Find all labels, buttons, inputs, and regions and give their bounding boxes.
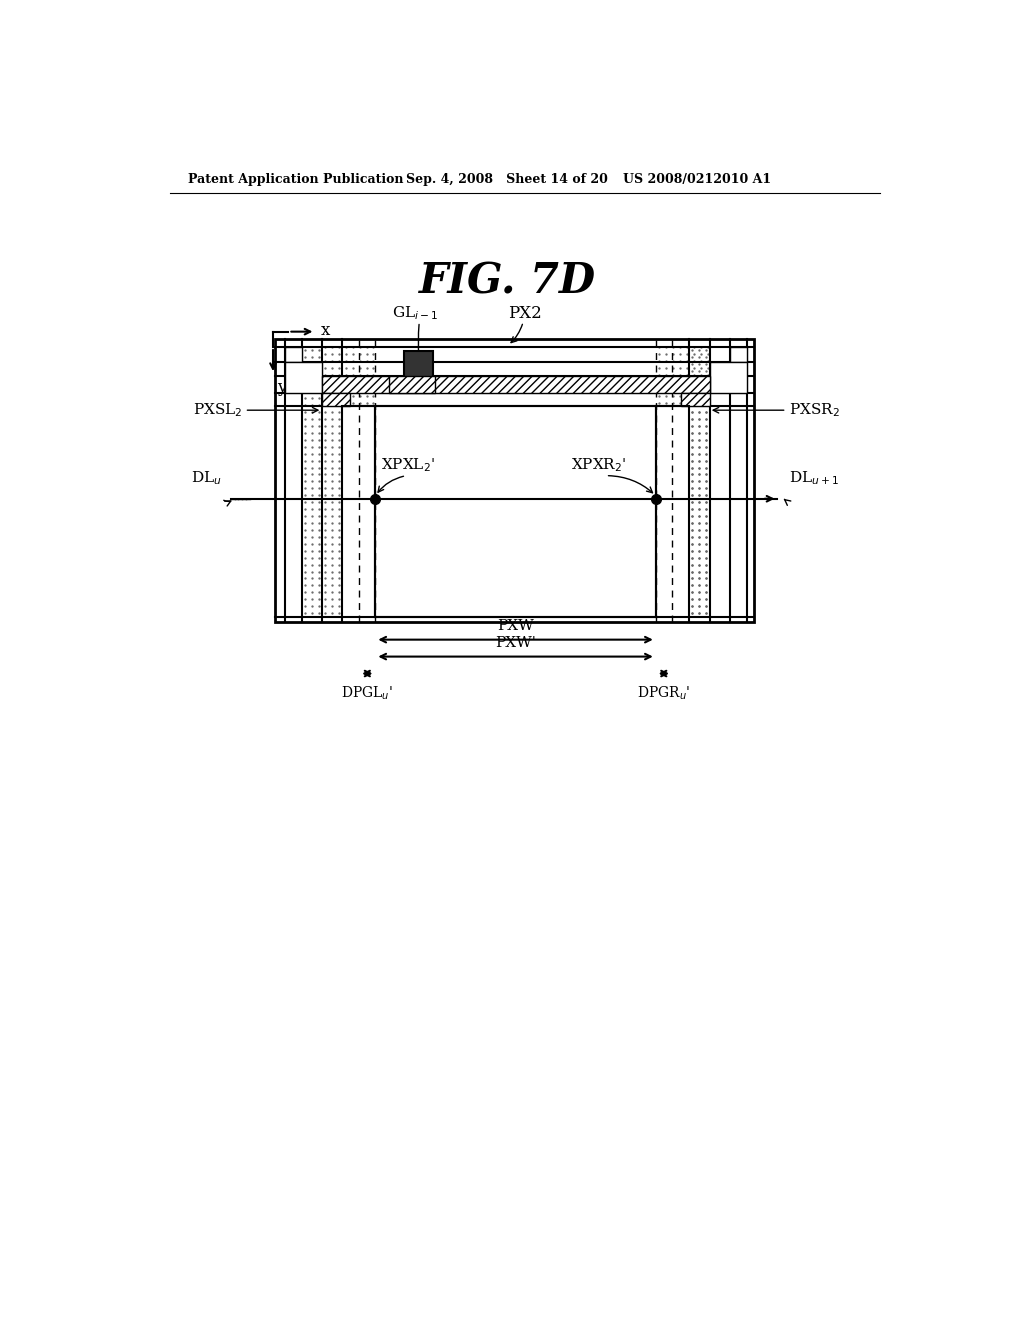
Bar bbox=[681, 393, 710, 407]
Bar bbox=[730, 347, 746, 363]
Bar bbox=[285, 347, 301, 363]
Text: PXW: PXW bbox=[498, 619, 534, 634]
Text: PX2: PX2 bbox=[508, 305, 542, 322]
Bar bbox=[710, 363, 746, 393]
Text: US 2008/0212010 A1: US 2008/0212010 A1 bbox=[624, 173, 771, 186]
Text: XPXR$_2$': XPXR$_2$' bbox=[571, 457, 627, 474]
Text: GL$_{i-1}$: GL$_{i-1}$ bbox=[392, 304, 438, 322]
Bar bbox=[322, 393, 350, 407]
Bar bbox=[275, 339, 755, 622]
Bar bbox=[403, 351, 433, 380]
Text: DL$_{u+1}$: DL$_{u+1}$ bbox=[788, 470, 839, 487]
Text: Sep. 4, 2008   Sheet 14 of 20: Sep. 4, 2008 Sheet 14 of 20 bbox=[407, 173, 608, 186]
Text: FIG. 7D: FIG. 7D bbox=[419, 260, 596, 302]
Text: PXW': PXW' bbox=[496, 636, 536, 651]
Bar bbox=[285, 363, 322, 393]
Text: PXSR$_2$: PXSR$_2$ bbox=[788, 401, 840, 418]
Bar bbox=[322, 376, 710, 393]
Bar bbox=[388, 376, 435, 393]
Text: XPXL$_2$': XPXL$_2$' bbox=[381, 457, 435, 474]
Text: DPGL$_u$': DPGL$_u$' bbox=[341, 684, 393, 702]
Bar bbox=[376, 407, 655, 616]
Text: Patent Application Publication: Patent Application Publication bbox=[188, 173, 403, 186]
Text: y: y bbox=[276, 379, 287, 396]
Text: DL$_u$: DL$_u$ bbox=[190, 470, 221, 487]
Text: x: x bbox=[321, 322, 330, 339]
Text: PXSL$_2$: PXSL$_2$ bbox=[193, 401, 243, 418]
Text: DPGR$_u$': DPGR$_u$' bbox=[637, 684, 690, 702]
